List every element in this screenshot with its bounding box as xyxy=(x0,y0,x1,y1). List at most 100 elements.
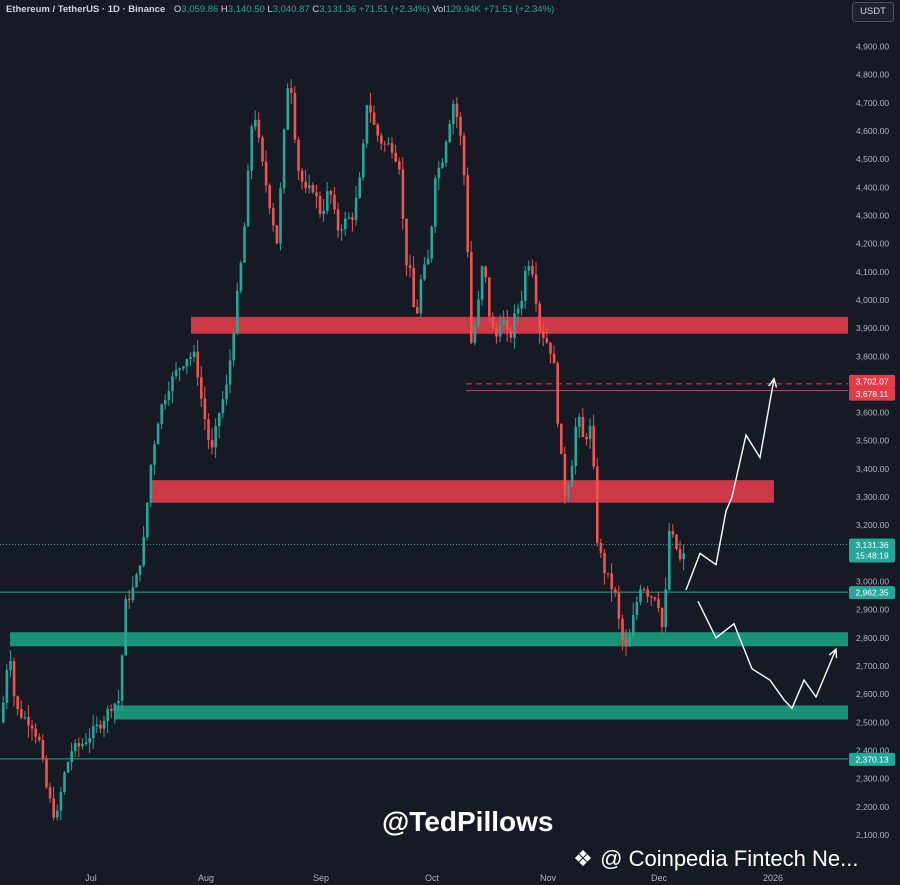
vol-value: 129.94K xyxy=(445,4,481,15)
y-tick-label: 2,300.00 xyxy=(856,774,889,784)
candle xyxy=(117,700,120,704)
high-label: H xyxy=(220,4,228,15)
candle xyxy=(617,592,621,619)
candle xyxy=(218,413,221,427)
candle xyxy=(509,329,513,338)
candle xyxy=(606,573,610,575)
candle xyxy=(246,170,250,227)
candle xyxy=(408,265,412,268)
author-watermark: @TedPillows xyxy=(382,806,554,837)
vol-change-value: +71.51 (+2.34%) xyxy=(483,4,555,15)
candle xyxy=(434,178,437,227)
price-tag-label: 3,678.11 xyxy=(856,389,889,399)
candle xyxy=(628,636,631,647)
candle xyxy=(70,751,73,763)
candle xyxy=(398,161,401,170)
candle xyxy=(610,573,613,590)
candle xyxy=(329,191,333,195)
y-tick-label: 4,500.00 xyxy=(856,154,889,164)
candle xyxy=(405,218,408,266)
candle xyxy=(300,170,304,182)
candle xyxy=(376,124,379,136)
candle xyxy=(106,708,109,721)
candle xyxy=(264,161,268,186)
candle xyxy=(243,226,246,263)
candle xyxy=(365,105,369,144)
price-tag-label: 3,131.36 xyxy=(855,540,888,550)
candle xyxy=(545,338,549,343)
candle xyxy=(286,88,289,130)
low-label: L xyxy=(267,4,273,15)
candle xyxy=(394,152,397,162)
candle xyxy=(596,466,599,543)
support-zone xyxy=(114,705,848,720)
candle xyxy=(588,425,592,440)
y-tick-label: 3,600.00 xyxy=(856,408,889,418)
y-tick-label: 2,800.00 xyxy=(856,633,889,643)
countdown-label: 15:48:19 xyxy=(855,551,888,561)
candle xyxy=(261,137,264,162)
candle xyxy=(59,791,63,811)
candle xyxy=(2,702,5,723)
candle xyxy=(358,177,361,198)
candle xyxy=(603,552,606,574)
projection-bullish xyxy=(685,378,775,591)
candle xyxy=(682,553,685,560)
y-tick-label: 3,500.00 xyxy=(856,436,889,446)
candle xyxy=(185,359,189,367)
projection-bearish xyxy=(697,600,837,710)
x-tick-label: Nov xyxy=(540,873,557,883)
candle xyxy=(275,225,279,244)
candle xyxy=(268,185,271,209)
candle xyxy=(653,597,657,600)
candle xyxy=(45,759,48,788)
candle xyxy=(210,440,214,448)
candle xyxy=(192,351,196,357)
y-tick-label: 2,400.00 xyxy=(856,746,889,756)
x-tick-label: Dec xyxy=(651,873,668,883)
candle xyxy=(506,320,509,330)
candle xyxy=(135,574,138,588)
candle xyxy=(614,589,617,593)
candle xyxy=(128,598,131,601)
price-tag-label: 2,962.35 xyxy=(855,588,888,598)
y-tick-label: 3,300.00 xyxy=(856,492,889,502)
price-tag-label: 3,702.07 xyxy=(855,376,888,386)
y-tick-label: 4,000.00 xyxy=(856,295,889,305)
candle xyxy=(92,726,95,738)
candle xyxy=(599,542,603,553)
y-tick-label: 2,200.00 xyxy=(856,802,889,812)
y-axis-panel xyxy=(848,0,900,885)
candle xyxy=(196,351,199,378)
arrowhead-icon xyxy=(768,377,778,388)
candle xyxy=(297,139,300,171)
close-value: 3,131.36 xyxy=(319,4,357,15)
candle xyxy=(171,376,174,392)
y-tick-label: 2,100.00 xyxy=(856,830,889,840)
candle xyxy=(178,368,181,371)
candle xyxy=(207,419,210,441)
candle xyxy=(646,589,649,597)
candle xyxy=(542,331,545,339)
candle xyxy=(462,135,466,176)
low-value: 3,040.87 xyxy=(272,4,310,15)
candle xyxy=(124,598,127,656)
candle xyxy=(513,313,516,338)
source-text: @ Coinpedia Fintech Ne... xyxy=(600,846,859,871)
price-tag xyxy=(849,374,895,388)
currency-button[interactable]: USDT xyxy=(852,2,894,22)
candle xyxy=(387,143,390,145)
candle xyxy=(174,370,178,377)
candle xyxy=(160,404,163,424)
candle xyxy=(77,743,81,747)
high-value: 3,140.50 xyxy=(227,4,265,15)
candle xyxy=(657,599,660,609)
candle xyxy=(473,325,477,343)
vol-label: Vol xyxy=(432,4,446,15)
y-tick-label: 2,700.00 xyxy=(856,661,889,671)
candle xyxy=(678,549,682,560)
candle xyxy=(84,742,88,745)
candle xyxy=(668,530,671,590)
candle xyxy=(48,787,52,799)
